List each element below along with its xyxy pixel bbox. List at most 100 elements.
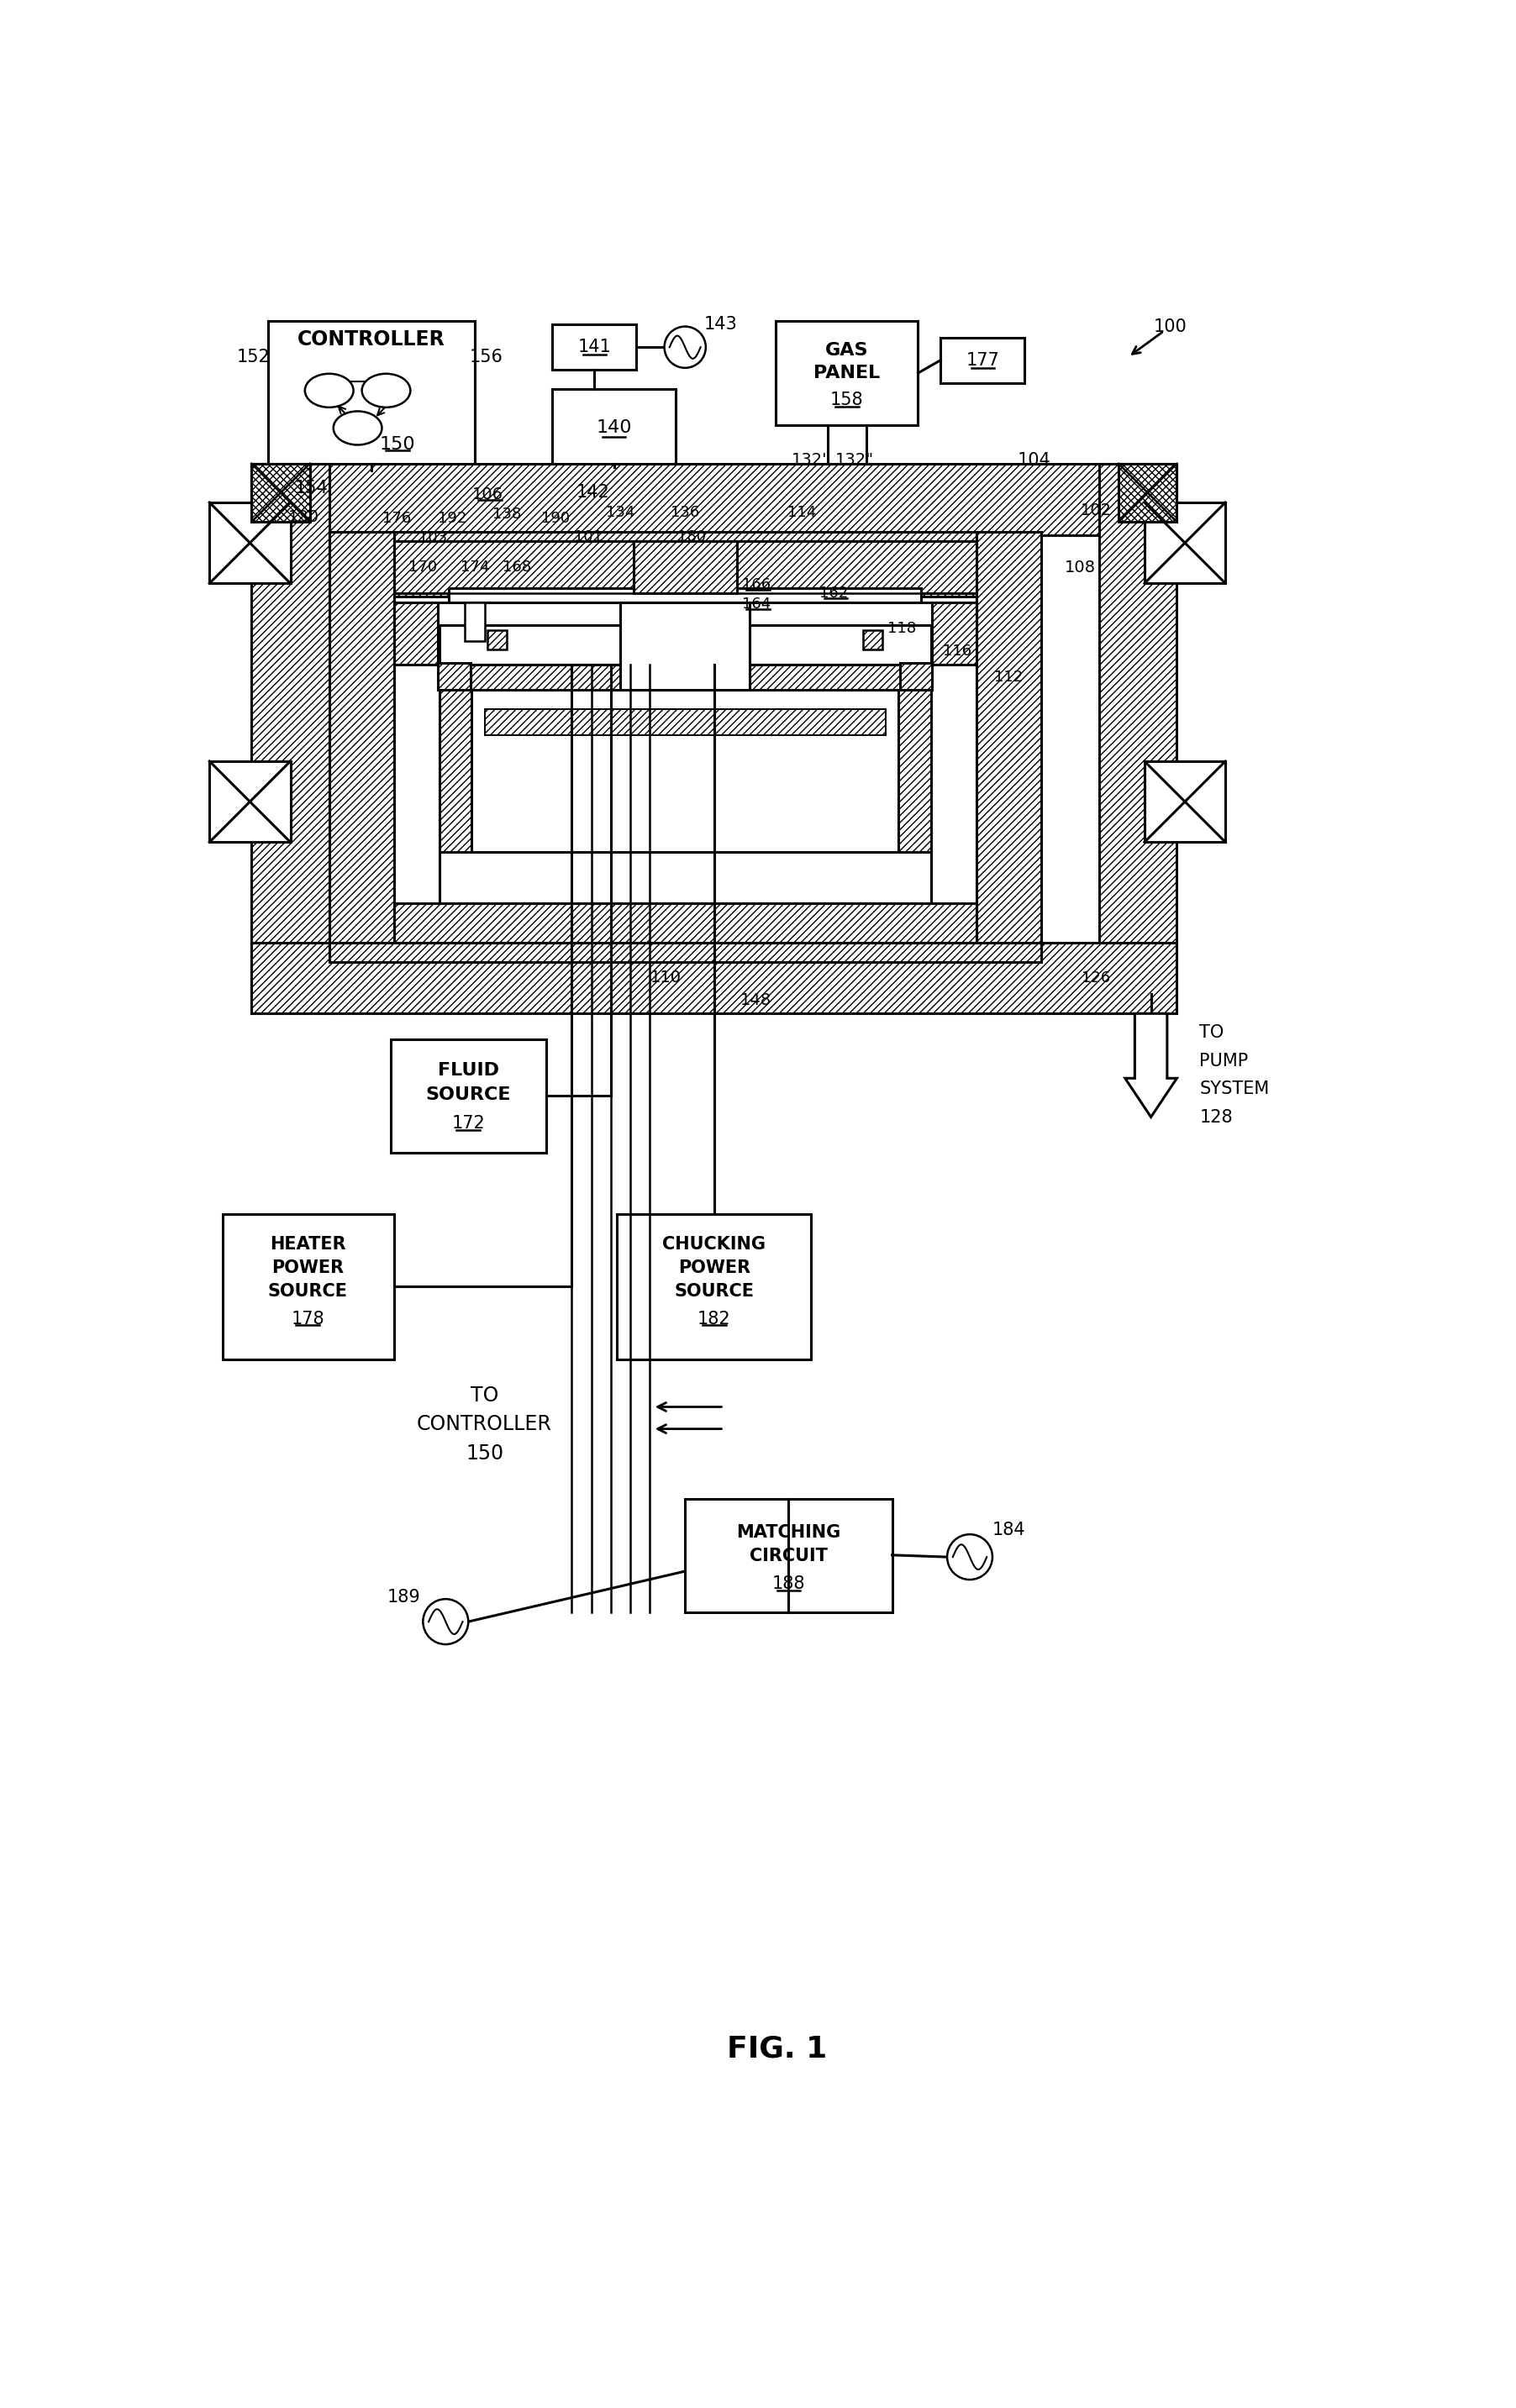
Text: 106: 106 xyxy=(471,486,503,503)
Bar xyxy=(394,542,976,592)
Text: HEATER: HEATER xyxy=(270,1235,346,1252)
Bar xyxy=(465,602,485,641)
Text: 132": 132" xyxy=(835,453,875,470)
Circle shape xyxy=(948,1534,993,1580)
Text: 143: 143 xyxy=(703,315,737,332)
Text: 164: 164 xyxy=(741,597,770,612)
Text: PANEL: PANEL xyxy=(814,364,881,380)
Text: FLUID: FLUID xyxy=(438,1062,499,1079)
Bar xyxy=(552,325,637,371)
Text: 150: 150 xyxy=(465,1442,503,1464)
Bar xyxy=(449,588,922,602)
Text: 142: 142 xyxy=(576,484,609,501)
Text: 190: 190 xyxy=(541,510,570,527)
Bar xyxy=(438,662,470,691)
Text: CONTROLLER: CONTROLLER xyxy=(297,330,446,349)
Text: 162: 162 xyxy=(820,585,849,600)
Bar xyxy=(620,602,750,691)
Text: SOURCE: SOURCE xyxy=(675,1283,753,1300)
Text: FIG. 1: FIG. 1 xyxy=(726,2035,828,2064)
Text: 148: 148 xyxy=(741,992,772,1009)
Text: POWER: POWER xyxy=(271,1259,344,1276)
Text: CIRCUIT: CIRCUIT xyxy=(749,1548,828,1565)
Bar xyxy=(901,662,932,691)
Bar xyxy=(471,691,899,852)
Text: 156: 156 xyxy=(470,349,503,366)
Text: 182: 182 xyxy=(697,1310,731,1327)
Text: 166: 166 xyxy=(741,578,770,592)
Text: 100: 100 xyxy=(1154,318,1187,335)
Ellipse shape xyxy=(305,373,353,407)
Text: 141: 141 xyxy=(578,340,611,356)
Text: 101: 101 xyxy=(573,530,602,544)
Bar xyxy=(685,1498,891,1611)
Text: CONTROLLER: CONTROLLER xyxy=(417,1413,552,1435)
Text: 174: 174 xyxy=(461,559,490,576)
Text: 126: 126 xyxy=(1081,970,1110,985)
Bar xyxy=(485,710,885,734)
Text: 130: 130 xyxy=(288,510,318,525)
Bar xyxy=(252,465,329,1014)
Text: 138: 138 xyxy=(493,506,522,523)
Text: 128: 128 xyxy=(1199,1108,1233,1125)
Bar xyxy=(776,320,919,424)
Bar xyxy=(209,503,291,583)
Text: 189: 189 xyxy=(387,1589,420,1606)
Text: PUMP: PUMP xyxy=(1199,1052,1249,1069)
Text: 168: 168 xyxy=(502,559,531,576)
Bar xyxy=(488,631,508,650)
Text: 180: 180 xyxy=(678,530,706,544)
Text: 184: 184 xyxy=(991,1522,1025,1539)
Bar xyxy=(252,465,309,523)
Text: 136: 136 xyxy=(670,506,699,520)
Text: 172: 172 xyxy=(452,1115,485,1132)
Text: 104: 104 xyxy=(1017,453,1051,470)
Text: 178: 178 xyxy=(291,1310,324,1327)
Text: 116: 116 xyxy=(943,643,972,660)
Bar xyxy=(440,852,931,903)
Bar xyxy=(394,602,976,626)
Bar xyxy=(932,602,976,665)
Bar xyxy=(1145,761,1225,843)
Text: TO: TO xyxy=(470,1385,499,1406)
Text: 176: 176 xyxy=(382,510,411,527)
Text: 188: 188 xyxy=(772,1575,805,1592)
Text: 134: 134 xyxy=(606,506,635,520)
Bar xyxy=(252,465,1176,535)
Bar xyxy=(252,942,1176,1014)
Bar xyxy=(617,1214,811,1361)
Text: TO: TO xyxy=(1199,1023,1223,1040)
Text: 132': 132' xyxy=(791,453,828,470)
Text: CHUCKING: CHUCKING xyxy=(662,1235,766,1252)
Bar xyxy=(209,761,291,843)
Text: 152: 152 xyxy=(236,349,270,366)
Bar xyxy=(223,1214,394,1361)
Bar xyxy=(1099,465,1176,1014)
Bar xyxy=(329,942,1041,961)
FancyArrow shape xyxy=(1125,1014,1176,1117)
Text: 114: 114 xyxy=(787,506,816,520)
Bar xyxy=(329,532,1041,597)
Ellipse shape xyxy=(334,412,382,445)
Circle shape xyxy=(664,327,706,368)
Bar xyxy=(440,665,931,956)
Bar xyxy=(634,542,737,592)
Text: 158: 158 xyxy=(831,393,864,409)
Bar xyxy=(394,602,438,665)
Bar xyxy=(976,532,1041,958)
Bar xyxy=(391,1040,546,1153)
Bar xyxy=(1119,465,1176,523)
Bar xyxy=(552,390,675,467)
Text: SOURCE: SOURCE xyxy=(426,1086,511,1103)
Text: 103: 103 xyxy=(418,530,447,547)
Ellipse shape xyxy=(362,373,411,407)
Bar xyxy=(268,320,475,470)
Bar xyxy=(440,626,931,665)
Text: 170: 170 xyxy=(409,559,437,576)
Text: 110: 110 xyxy=(650,970,681,985)
Bar xyxy=(863,631,882,650)
Text: POWER: POWER xyxy=(678,1259,750,1276)
Bar xyxy=(329,532,394,958)
Text: 150: 150 xyxy=(379,436,415,453)
Text: 102: 102 xyxy=(1081,503,1111,518)
